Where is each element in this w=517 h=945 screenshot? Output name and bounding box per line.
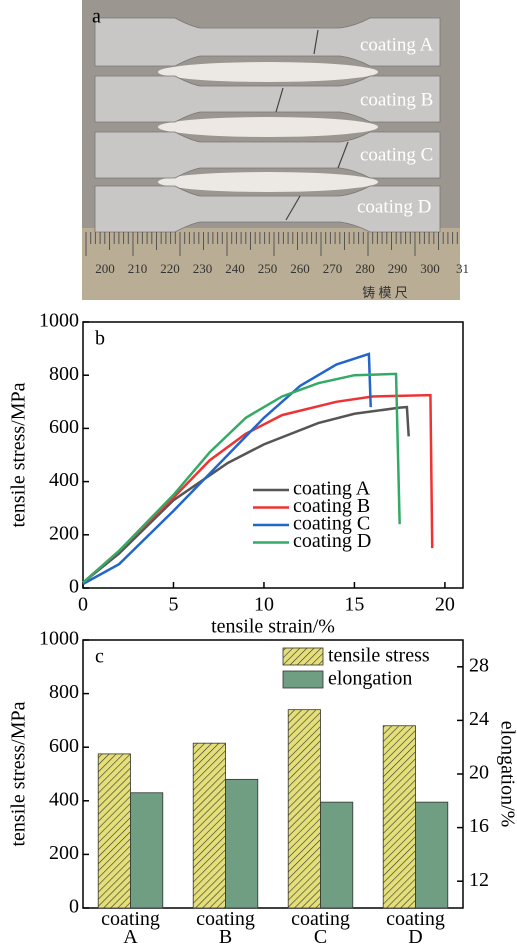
specimen-label: coating C — [360, 144, 433, 165]
panel-label: a — [92, 6, 101, 28]
x-axis-label: tensile strain/% — [211, 616, 335, 638]
y-tick-label: 0 — [69, 576, 79, 598]
y-tick-label: 1000 — [39, 628, 79, 650]
ruler-number: 230 — [193, 261, 213, 276]
y-tick-label: 0 — [69, 896, 79, 918]
ruler-number: 270 — [323, 261, 343, 276]
ruler-number: 290 — [388, 261, 408, 276]
ruler-number: 300 — [420, 261, 440, 276]
y-axis-label: tensile stress/MPa — [8, 701, 30, 846]
ruler-number: 240 — [225, 261, 245, 276]
y2-tick-label: 28 — [469, 654, 489, 676]
ruler-number: 31 — [456, 261, 469, 276]
y-tick-label: 800 — [49, 681, 79, 703]
legend-label: coating B — [293, 495, 370, 517]
y2-tick-label: 16 — [469, 815, 489, 837]
x-tick-label: 10 — [254, 594, 274, 616]
ruler-number: 210 — [128, 261, 148, 276]
photo: a coating A coating B coating C coating … — [82, 0, 460, 300]
x-tick-label: coating A — [101, 910, 160, 945]
legend-label: tensile stress — [328, 645, 430, 667]
bar — [287, 709, 321, 909]
y2-axis-label: elongation/% — [496, 721, 517, 828]
category-label-box: coating B — [196, 910, 255, 945]
x-tick-label: 5 — [168, 594, 178, 616]
ruler-caption: 铸 模 尺 — [362, 285, 408, 300]
y-axis-label: tensile stress/MPa — [8, 382, 30, 527]
y-tick-label: 200 — [49, 522, 79, 544]
category-label-box: coating C — [291, 910, 350, 945]
bar — [130, 792, 164, 909]
y2-tick-label: 20 — [469, 762, 489, 784]
x-tick-label: coating C — [291, 910, 350, 945]
ruler-number: 220 — [160, 261, 180, 276]
bar — [382, 725, 416, 909]
category-label-box: coating D — [386, 910, 445, 945]
ruler-number: 200 — [95, 261, 115, 276]
x-tick-label: coating B — [196, 910, 255, 945]
x-tick-label: 0 — [78, 594, 88, 616]
bar — [97, 753, 131, 909]
legend-label: coating C — [293, 513, 370, 535]
ruler-number: 250 — [258, 261, 278, 276]
bar — [320, 801, 354, 909]
plot-frame — [82, 321, 464, 589]
specimen-label: coating B — [360, 89, 433, 110]
y2-tick-label: 12 — [469, 869, 489, 891]
data-line — [82, 372, 401, 584]
legend-label: coating D — [293, 530, 371, 552]
data-line — [82, 405, 410, 584]
data-line — [82, 352, 372, 586]
specimen-label: coating D — [357, 196, 431, 217]
y2-tick-label: 24 — [469, 708, 489, 730]
specimen-label: coating A — [360, 34, 434, 55]
y-tick-label: 1000 — [39, 310, 79, 332]
y-tick-label: 600 — [49, 416, 79, 438]
category-label-box: coating A — [101, 910, 160, 945]
panel-label: b — [95, 328, 105, 350]
y-tick-label: 600 — [49, 735, 79, 757]
legend-label: elongation — [328, 668, 412, 690]
x-tick-label: coating D — [386, 910, 445, 945]
y-tick-label: 400 — [49, 469, 79, 491]
bar — [415, 801, 449, 909]
y-tick-label: 400 — [49, 788, 79, 810]
panel-label: c — [95, 646, 104, 668]
legend-label: coating A — [293, 478, 371, 500]
ruler-number: 280 — [355, 261, 375, 276]
ruler-number: 260 — [290, 261, 310, 276]
legend-swatch — [282, 647, 324, 666]
y-tick-label: 200 — [49, 842, 79, 864]
x-tick-label: 15 — [344, 594, 364, 616]
y-tick-label: 800 — [49, 363, 79, 385]
legend-swatch — [282, 670, 324, 689]
bar — [225, 778, 259, 909]
bar — [192, 742, 226, 909]
x-tick-label: 20 — [435, 594, 455, 616]
